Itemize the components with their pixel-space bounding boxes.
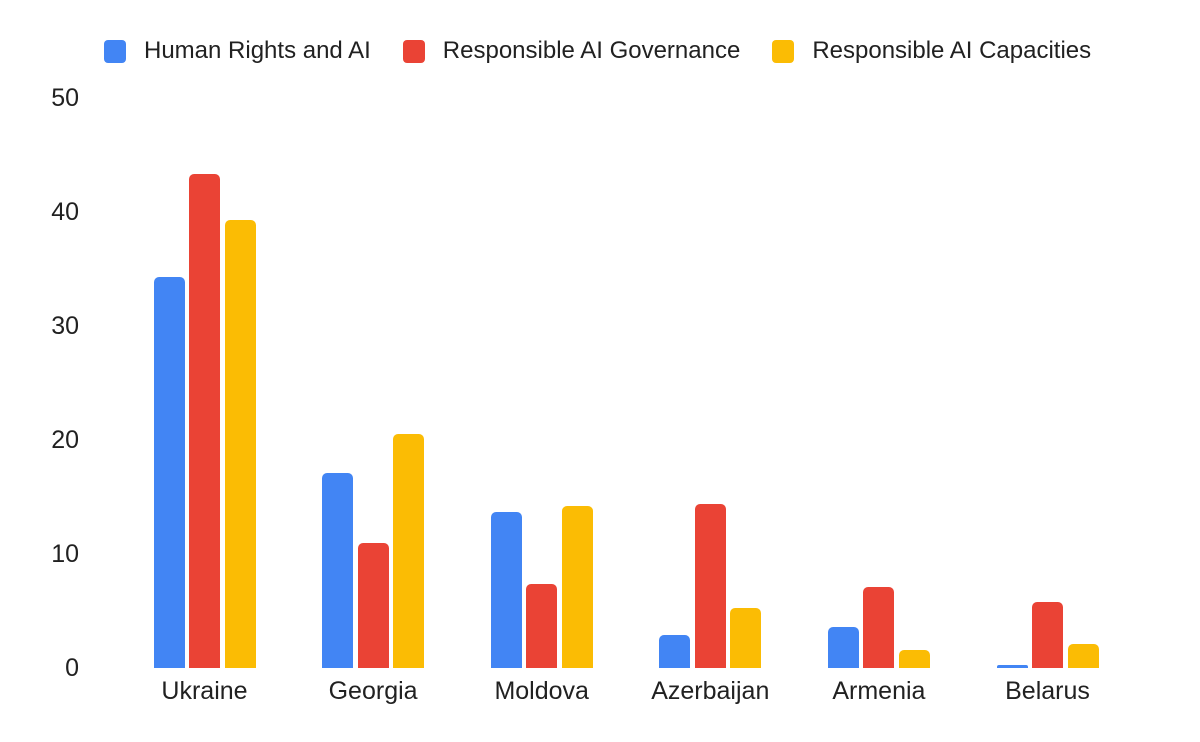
bar-ukraine-human-rights-and-ai[interactable] (153, 277, 185, 668)
bar-moldova-responsible-ai-governance[interactable] (526, 584, 558, 668)
x-label-belarus: Belarus (1005, 677, 1090, 705)
legend-swatch-responsible-ai-capacities (772, 39, 795, 63)
legend-item-responsible-ai-governance[interactable]: Responsible AI Governance (402, 37, 741, 65)
x-label-moldova: Moldova (494, 677, 589, 705)
bar-belarus-responsible-ai-governance[interactable] (1032, 602, 1063, 668)
legend-swatch-responsible-ai-governance (402, 39, 425, 63)
x-label-georgia: Georgia (328, 677, 418, 705)
bar-azerbaijan-responsible-ai-governance[interactable] (694, 504, 726, 668)
x-label-ukraine: Ukraine (161, 677, 248, 705)
y-tick-label-40: 40 (51, 197, 79, 226)
y-tick-label-30: 30 (51, 311, 79, 340)
legend-item-responsible-ai-capacities[interactable]: Responsible AI Capacities (772, 37, 1091, 65)
legend-label: Human Rights and AI (144, 37, 371, 64)
bar-azerbaijan-responsible-ai-capacities[interactable] (730, 608, 762, 668)
legend-label: Responsible AI Capacities (812, 37, 1092, 64)
bar-belarus-human-rights-and-ai[interactable] (996, 665, 1028, 668)
y-tick-label-50: 50 (51, 83, 79, 112)
legend-item-human-rights-and-ai[interactable]: Human Rights and AI (104, 37, 371, 65)
y-tick-label-0: 0 (65, 653, 79, 682)
bar-georgia-responsible-ai-governance[interactable] (357, 543, 389, 668)
bar-armenia-human-rights-and-ai[interactable] (827, 627, 859, 668)
bar-belarus-responsible-ai-capacities[interactable] (1067, 644, 1099, 668)
bar-azerbaijan-human-rights-and-ai[interactable] (659, 635, 691, 668)
bar-ukraine-responsible-ai-capacities[interactable] (224, 220, 256, 668)
chart-legend: Human Rights and AI Responsible AI Govern… (104, 37, 1091, 65)
bar-georgia-responsible-ai-capacities[interactable] (393, 434, 425, 668)
bar-armenia-responsible-ai-capacities[interactable] (898, 650, 930, 668)
bar-armenia-responsible-ai-governance[interactable] (863, 587, 895, 668)
bar-ukraine-responsible-ai-governance[interactable] (189, 174, 220, 668)
y-tick-label-20: 20 (51, 425, 79, 454)
bar-moldova-human-rights-and-ai[interactable] (490, 512, 522, 668)
legend-label: Responsible AI Governance (442, 37, 741, 64)
x-label-azerbaijan: Azerbaijan (651, 677, 770, 705)
legend-swatch-human-rights-and-ai (104, 39, 126, 63)
bar-moldova-responsible-ai-capacities[interactable] (561, 506, 593, 668)
x-label-armenia: Armenia (832, 677, 926, 705)
bar-georgia-human-rights-and-ai[interactable] (322, 473, 354, 668)
y-tick-label-10: 10 (51, 539, 79, 568)
